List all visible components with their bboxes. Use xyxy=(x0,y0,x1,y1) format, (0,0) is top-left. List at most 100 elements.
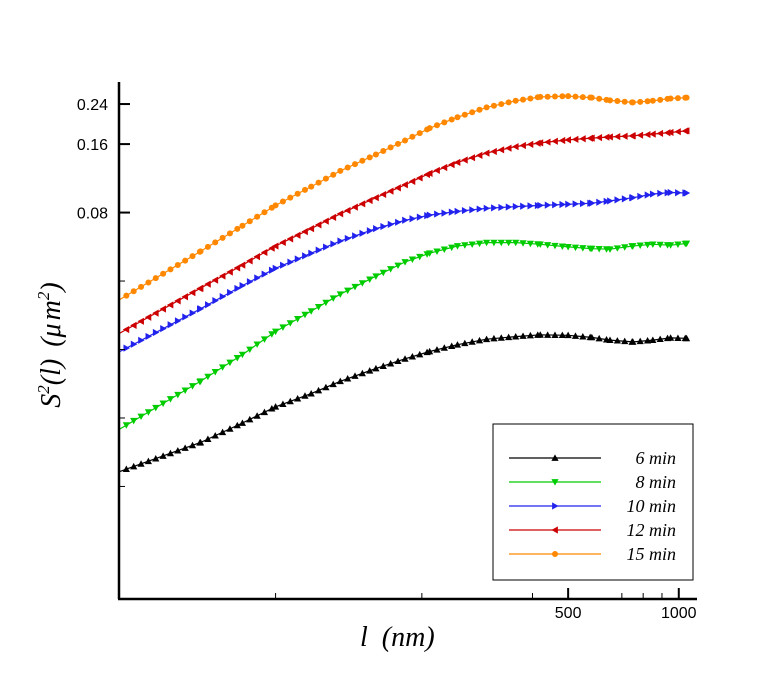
data-point-4-80 xyxy=(657,96,664,103)
data-point-4-58 xyxy=(520,96,527,103)
data-point-1-63 xyxy=(551,242,559,250)
data-point-1-34 xyxy=(351,283,359,291)
data-point-2-63 xyxy=(552,201,559,209)
data-point-0-79 xyxy=(649,336,657,343)
data-point-4-79 xyxy=(649,97,656,104)
data-point-0-62 xyxy=(544,331,552,338)
data-point-4-48 xyxy=(448,116,455,123)
data-point-2-83 xyxy=(675,189,682,197)
data-point-3-49 xyxy=(453,158,461,166)
data-point-2-53 xyxy=(483,204,491,212)
data-point-2-79 xyxy=(649,190,657,198)
data-point-0-78 xyxy=(643,336,652,344)
data-point-2-4 xyxy=(145,332,153,341)
y-tick-label-1: 0.16 xyxy=(77,137,108,154)
legend-marker-1 xyxy=(551,479,559,486)
data-point-3-79 xyxy=(649,130,656,138)
data-point-3-48 xyxy=(448,161,455,169)
data-point-4-7 xyxy=(167,266,174,273)
data-point-2-77 xyxy=(637,192,644,200)
data-point-2-7 xyxy=(167,321,175,329)
data-point-2-15 xyxy=(219,292,227,301)
data-point-1-26 xyxy=(294,315,302,323)
data-point-2-2 xyxy=(130,340,138,348)
data-point-0-46 xyxy=(433,346,441,353)
data-point-2-19 xyxy=(246,278,254,286)
data-point-0-29 xyxy=(314,386,323,394)
data-point-4-21 xyxy=(261,209,268,216)
data-point-1-36 xyxy=(366,276,374,283)
data-point-1-1 xyxy=(122,422,130,429)
data-point-3-34 xyxy=(351,203,358,211)
data-point-2-37 xyxy=(373,225,380,233)
data-point-2-10 xyxy=(189,309,197,317)
data-point-0-45 xyxy=(426,347,434,355)
data-point-3-76 xyxy=(629,132,636,140)
data-point-2-36 xyxy=(366,227,374,235)
data-point-4-9 xyxy=(182,257,189,264)
data-point-2-35 xyxy=(359,229,366,237)
data-point-1-69 xyxy=(588,245,596,253)
data-point-2-34 xyxy=(352,232,359,240)
legend-label-3: 12 min xyxy=(627,520,677,540)
data-point-2-14 xyxy=(212,297,219,305)
data-point-4-10 xyxy=(189,253,196,260)
data-point-1-61 xyxy=(536,241,544,248)
data-point-0-3 xyxy=(137,460,145,467)
data-point-3-63 xyxy=(551,137,558,145)
data-point-1-54 xyxy=(490,239,498,247)
data-point-3-54 xyxy=(490,147,497,156)
data-point-2-39 xyxy=(387,220,395,228)
data-point-3-43 xyxy=(416,174,423,182)
data-point-1-77 xyxy=(636,242,644,250)
legend-marker-4 xyxy=(552,551,558,557)
data-point-0-25 xyxy=(286,397,294,405)
data-point-3-3 xyxy=(137,317,144,325)
data-point-1-24 xyxy=(279,324,287,331)
data-point-3-20 xyxy=(253,253,261,261)
data-point-2-20 xyxy=(254,274,261,282)
data-point-0-13 xyxy=(204,435,212,442)
data-point-0-40 xyxy=(394,357,402,365)
data-point-2-54 xyxy=(491,204,498,212)
data-point-3-5 xyxy=(152,309,159,317)
data-point-4-74 xyxy=(621,98,628,105)
data-point-2-64 xyxy=(559,200,566,209)
data-point-3-7 xyxy=(166,301,174,309)
data-point-1-18 xyxy=(238,351,247,359)
data-point-4-24 xyxy=(279,198,286,205)
data-point-3-30 xyxy=(322,217,329,225)
data-point-0-56 xyxy=(505,333,513,341)
y-tick-label-0: 0.24 xyxy=(77,97,108,114)
data-point-1-30 xyxy=(322,299,330,307)
data-point-3-29 xyxy=(314,221,322,229)
data-point-4-16 xyxy=(226,230,233,237)
data-point-1-17 xyxy=(233,354,241,362)
data-point-4-82 xyxy=(667,95,674,102)
data-point-4-69 xyxy=(588,94,595,101)
data-point-2-82 xyxy=(667,188,675,197)
data-point-1-53 xyxy=(482,239,491,247)
data-point-4-56 xyxy=(505,99,512,106)
data-point-0-38 xyxy=(379,362,387,369)
data-point-2-1 xyxy=(123,344,130,352)
data-point-0-65 xyxy=(564,331,572,339)
data-point-0-31 xyxy=(329,380,337,388)
data-point-4-26 xyxy=(294,190,301,197)
data-point-0-82 xyxy=(666,334,675,341)
data-point-0-24 xyxy=(279,400,287,407)
data-point-4-5 xyxy=(152,275,159,282)
data-point-3-78 xyxy=(643,130,651,139)
data-point-4-30 xyxy=(322,175,329,182)
data-point-4-15 xyxy=(219,234,226,241)
data-point-2-5 xyxy=(152,328,160,337)
data-point-2-6 xyxy=(160,325,167,333)
data-point-1-82 xyxy=(666,242,675,249)
data-point-0-77 xyxy=(636,337,644,345)
data-point-3-41 xyxy=(401,181,408,189)
series-line-4 xyxy=(118,95,687,301)
data-point-1-3 xyxy=(137,413,145,421)
data-point-1-28 xyxy=(307,308,315,315)
data-point-0-26 xyxy=(294,395,302,402)
x-tick-label-1: 1000 xyxy=(661,605,697,622)
